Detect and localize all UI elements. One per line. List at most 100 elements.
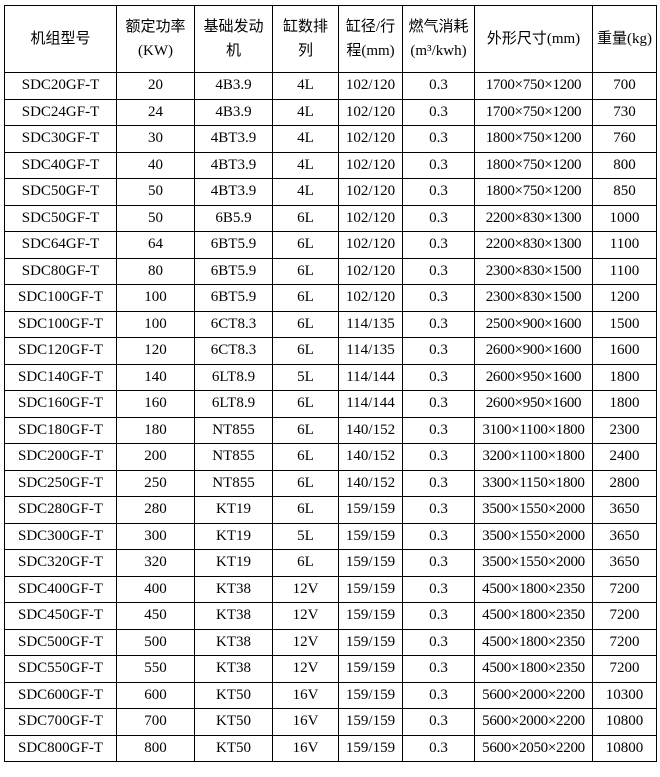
cell-rated-power: 20 bbox=[116, 72, 195, 100]
cell-gas-consumption: 0.3 bbox=[402, 522, 475, 550]
cell-rated-power: 140 bbox=[116, 363, 195, 391]
cell-base-engine: NT855 bbox=[194, 443, 273, 471]
table-row: SDC140GF-T 140 6LT8.9 5L 114/144 0.3 2600×950×… bbox=[4, 363, 657, 391]
cell-base-engine: 6BT5.9 bbox=[194, 257, 273, 285]
cell-dimensions: 3500×1550×2000 bbox=[474, 522, 593, 550]
cell-gas-consumption: 0.3 bbox=[402, 151, 475, 179]
table-row: SDC300GF-T 300 KT19 5L 159/159 0.3 3500×1550×2… bbox=[4, 522, 657, 550]
cell-rated-power: 24 bbox=[116, 98, 195, 126]
cell-cylinders: 5L bbox=[272, 363, 339, 391]
cell-cylinders: 4L bbox=[272, 178, 339, 206]
cell-dimensions: 2600×950×1600 bbox=[474, 363, 593, 391]
cell-bore-stroke: 114/144 bbox=[338, 363, 403, 391]
cell-weight: 3650 bbox=[592, 496, 657, 524]
cell-base-engine: KT38 bbox=[194, 628, 273, 656]
cell-dimensions: 1800×750×1200 bbox=[474, 125, 593, 153]
cell-cylinders: 12V bbox=[272, 602, 339, 630]
cell-base-engine: KT38 bbox=[194, 655, 273, 683]
cell-base-engine: 4B3.9 bbox=[194, 72, 273, 100]
cell-dimensions: 2600×950×1600 bbox=[474, 390, 593, 418]
cell-rated-power: 100 bbox=[116, 310, 195, 338]
cell-gas-consumption: 0.3 bbox=[402, 231, 475, 259]
cell-bore-stroke: 102/120 bbox=[338, 98, 403, 126]
header-label: 重量(kg) bbox=[597, 31, 652, 47]
cell-weight: 1800 bbox=[592, 390, 657, 418]
cell-base-engine: 4B3.9 bbox=[194, 98, 273, 126]
cell-gas-consumption: 0.3 bbox=[402, 681, 475, 709]
cell-gas-consumption: 0.3 bbox=[402, 602, 475, 630]
cell-weight: 1100 bbox=[592, 231, 657, 259]
cell-weight: 800 bbox=[592, 151, 657, 179]
table-row: SDC120GF-T 120 6CT8.3 6L 114/135 0.3 2600×900×… bbox=[4, 337, 657, 365]
header-weight: 重量(kg) bbox=[592, 5, 657, 73]
table-row: SDC24GF-T 24 4B3.9 4L 102/120 0.3 1700×750×120… bbox=[4, 98, 657, 126]
cell-bore-stroke: 114/135 bbox=[338, 337, 403, 365]
cell-gas-consumption: 0.3 bbox=[402, 204, 475, 232]
cell-base-engine: KT50 bbox=[194, 734, 273, 762]
cell-bore-stroke: 102/120 bbox=[338, 151, 403, 179]
cell-dimensions: 5600×2050×2200 bbox=[474, 734, 593, 762]
cell-model: SDC50GF-T bbox=[4, 204, 117, 232]
cell-cylinders: 4L bbox=[272, 151, 339, 179]
cell-rated-power: 300 bbox=[116, 522, 195, 550]
table-row: SDC320GF-T 320 KT19 6L 159/159 0.3 3500×1550×2… bbox=[4, 549, 657, 577]
table-row: SDC30GF-T 30 4BT3.9 4L 102/120 0.3 1800×750×12… bbox=[4, 125, 657, 153]
cell-cylinders: 16V bbox=[272, 734, 339, 762]
cell-model: SDC40GF-T bbox=[4, 151, 117, 179]
cell-base-engine: 6BT5.9 bbox=[194, 231, 273, 259]
table-row: SDC600GF-T 600 KT50 16V 159/159 0.3 5600×2000×… bbox=[4, 681, 657, 709]
cell-base-engine: 6LT8.9 bbox=[194, 363, 273, 391]
cell-model: SDC64GF-T bbox=[4, 231, 117, 259]
cell-base-engine: KT38 bbox=[194, 602, 273, 630]
table-row: SDC200GF-T 200 NT855 6L 140/152 0.3 3200×1100×… bbox=[4, 443, 657, 471]
cell-bore-stroke: 114/144 bbox=[338, 390, 403, 418]
header-label: 程(mm) bbox=[346, 43, 395, 59]
cell-base-engine: 4BT3.9 bbox=[194, 125, 273, 153]
cell-weight: 7200 bbox=[592, 655, 657, 683]
cell-weight: 1000 bbox=[592, 204, 657, 232]
cell-model: SDC300GF-T bbox=[4, 522, 117, 550]
cell-gas-consumption: 0.3 bbox=[402, 310, 475, 338]
cell-gas-consumption: 0.3 bbox=[402, 98, 475, 126]
header-label: 机组型号 bbox=[30, 31, 91, 47]
cell-cylinders: 6L bbox=[272, 284, 339, 312]
cell-model: SDC500GF-T bbox=[4, 628, 117, 656]
cell-base-engine: 6CT8.3 bbox=[194, 310, 273, 338]
cell-gas-consumption: 0.3 bbox=[402, 363, 475, 391]
cell-weight: 7200 bbox=[592, 602, 657, 630]
cell-weight: 1100 bbox=[592, 257, 657, 285]
header-label: 燃气消耗 bbox=[408, 19, 469, 35]
cell-bore-stroke: 159/159 bbox=[338, 681, 403, 709]
cell-weight: 7200 bbox=[592, 575, 657, 603]
cell-dimensions: 2300×830×1500 bbox=[474, 284, 593, 312]
cell-gas-consumption: 0.3 bbox=[402, 284, 475, 312]
cell-cylinders: 6L bbox=[272, 416, 339, 444]
table-row: SDC550GF-T 550 KT38 12V 159/159 0.3 4500×1800×… bbox=[4, 655, 657, 683]
cell-cylinders: 6L bbox=[272, 390, 339, 418]
header-label: (KW) bbox=[138, 43, 173, 59]
cell-rated-power: 120 bbox=[116, 337, 195, 365]
cell-cylinders: 6L bbox=[272, 549, 339, 577]
cell-bore-stroke: 102/120 bbox=[338, 125, 403, 153]
header-base-engine: 基础发动机 bbox=[194, 5, 273, 73]
cell-weight: 3650 bbox=[592, 522, 657, 550]
table-row: SDC100GF-T 100 6CT8.3 6L 114/135 0.3 2500×900×… bbox=[4, 310, 657, 338]
cell-gas-consumption: 0.3 bbox=[402, 469, 475, 497]
cell-model: SDC24GF-T bbox=[4, 98, 117, 126]
cell-gas-consumption: 0.3 bbox=[402, 257, 475, 285]
cell-rated-power: 50 bbox=[116, 178, 195, 206]
table-row: SDC160GF-T 160 6LT8.9 6L 114/144 0.3 2600×950×… bbox=[4, 390, 657, 418]
cell-cylinders: 12V bbox=[272, 655, 339, 683]
cell-base-engine: KT19 bbox=[194, 549, 273, 577]
cell-dimensions: 4500×1800×2350 bbox=[474, 628, 593, 656]
cell-cylinders: 6L bbox=[272, 231, 339, 259]
cell-bore-stroke: 102/120 bbox=[338, 178, 403, 206]
cell-cylinders: 16V bbox=[272, 708, 339, 736]
cell-bore-stroke: 159/159 bbox=[338, 655, 403, 683]
header-cylinders: 缸数排列 bbox=[272, 5, 339, 73]
cell-gas-consumption: 0.3 bbox=[402, 416, 475, 444]
cell-rated-power: 700 bbox=[116, 708, 195, 736]
table-row: SDC280GF-T 280 KT19 6L 159/159 0.3 3500×1550×2… bbox=[4, 496, 657, 524]
cell-base-engine: KT50 bbox=[194, 708, 273, 736]
cell-model: SDC450GF-T bbox=[4, 602, 117, 630]
